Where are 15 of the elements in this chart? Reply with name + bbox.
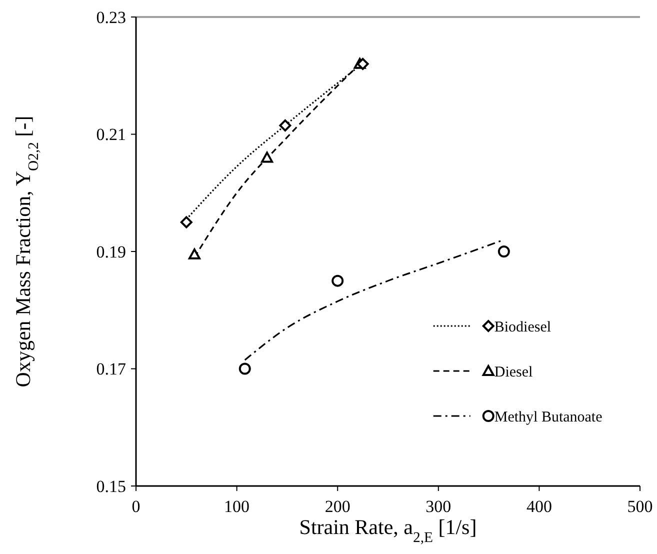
x-axis-title: Strain Rate, a$_{2,E}$ [1/s] [299,515,477,546]
x-tick-label: 300 [426,497,452,516]
legend-label: Diesel [494,364,533,380]
x-tick-label: 200 [324,497,350,516]
y-tick-label: 0.23 [96,8,126,27]
x-tick-label: 500 [627,497,653,516]
x-tick-label: 400 [526,497,552,516]
y-tick-label: 0.21 [96,125,126,144]
legend-label: Biodiesel [494,319,552,336]
y-tick-label: 0.17 [96,360,126,379]
x-tick-label: 100 [224,497,250,516]
y-tick-label: 0.19 [96,242,126,262]
legend-label: Methyl Butanoate [494,409,603,426]
x-tick-label: 0 [132,497,140,516]
y-tick-label: 0.15 [96,476,126,496]
